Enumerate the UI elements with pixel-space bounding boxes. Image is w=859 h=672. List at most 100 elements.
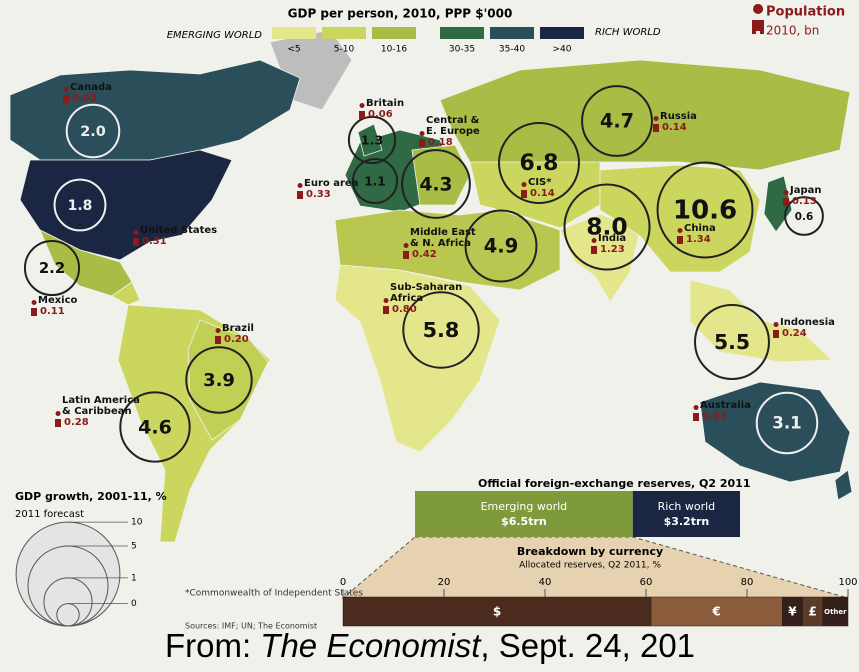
legend-swatch [540, 27, 584, 39]
growth-value: 0.6 [795, 211, 813, 223]
legend-swatch [322, 27, 366, 39]
region-name: Central & [426, 115, 480, 126]
population-subtitle: 2010, bn [766, 24, 819, 38]
population-icon [133, 230, 139, 246]
growth-value: 1.1 [364, 175, 385, 189]
region-name: Canada [70, 82, 112, 93]
footnote: *Commonwealth of Independent States [185, 589, 363, 599]
population-value: 0.80 [392, 304, 417, 315]
breakdown-tick-label: 0 [340, 577, 346, 588]
legend-bin-label: 5-10 [334, 45, 355, 55]
population-icon [419, 131, 425, 147]
region-name: Japan [789, 185, 822, 196]
population-value: 1.34 [686, 234, 711, 245]
legend-rich: RICH WORLD [595, 27, 661, 38]
legend: GDP per person, 2010, PPP $'000 EMERGING… [167, 4, 845, 41]
growth-circle [185, 346, 253, 414]
growth-value: 3.1 [772, 414, 801, 433]
region-name: Mexico [38, 295, 78, 306]
breakdown-tick-label: 100 [838, 577, 857, 588]
region-name: India [598, 233, 626, 244]
growth-circle [402, 291, 480, 369]
breakdown-subtitle: Allocated reserves, Q2 2011, % [519, 561, 661, 571]
growth-circle [581, 85, 653, 157]
legend-swatch [372, 27, 416, 39]
legend-bin-label: >40 [553, 45, 572, 55]
population-value: 0.18 [428, 137, 453, 148]
growth-value: 4.3 [420, 175, 453, 196]
region-name: Africa [390, 293, 423, 304]
population-icon [521, 182, 527, 198]
legend-bin-label: 35-40 [499, 45, 525, 55]
growth-value: 4.6 [138, 417, 172, 439]
region-name: Sub-Saharan [390, 282, 462, 293]
breakdown-label: € [712, 605, 721, 619]
legend-bin-label: <5 [287, 45, 300, 55]
population-icon [359, 103, 365, 119]
reserves-bar [415, 491, 633, 537]
growth-circle [755, 391, 819, 455]
population-value: 0.31 [142, 236, 167, 247]
growth-circle [65, 103, 121, 159]
growth-circle [401, 149, 471, 219]
breakdown-label: $ [493, 605, 501, 619]
legend-swatch [440, 27, 484, 39]
reserves-value: $6.5trn [501, 515, 547, 528]
population-icon [653, 116, 659, 132]
region-name: United States [140, 225, 217, 236]
growth-circle [53, 178, 107, 232]
breakdown-label: £ [808, 605, 816, 619]
growth-circle [119, 391, 191, 463]
growth-circle [23, 239, 81, 297]
growth-value: 3.9 [203, 370, 235, 391]
reserves-category: Rich world [658, 500, 716, 513]
growth-value: 10.6 [673, 196, 737, 226]
breakdown-tick-label: 40 [539, 577, 552, 588]
growth-value: 1.3 [361, 133, 384, 148]
caption-part: From: [165, 627, 260, 664]
region-name: Middle East [410, 227, 476, 238]
population-value: 0.06 [368, 109, 393, 120]
population-icon [215, 328, 221, 344]
legend-swatch [490, 27, 534, 39]
growth-legend-label: 0 [131, 599, 137, 609]
growth-value: 6.8 [520, 151, 559, 176]
growth-circle [351, 157, 399, 205]
region-name: Latin America [62, 395, 140, 406]
region-name: Brazil [222, 323, 254, 334]
growth-value: 4.7 [600, 110, 634, 133]
caption-part: , Sept. 24, 201 [480, 627, 695, 664]
region-name: Russia [660, 111, 697, 122]
region-name: Indonesia [780, 317, 835, 328]
population-icon [403, 243, 409, 259]
region-name: E. Europe [426, 126, 480, 137]
region-name: & Caribbean [62, 406, 132, 417]
population-icon [693, 405, 699, 421]
growth-value: 5.8 [423, 318, 460, 342]
growth-value: 1.8 [68, 198, 93, 214]
breakdown-tick-label: 60 [640, 577, 653, 588]
population-value: 0.28 [64, 417, 89, 428]
population-value: 0.14 [530, 188, 555, 199]
population-value: 0.20 [224, 334, 249, 345]
population-value: 0.14 [662, 122, 687, 133]
growth-legend-label: 10 [131, 518, 143, 528]
population-value: 0.24 [782, 328, 807, 339]
growth-circle [563, 183, 651, 271]
reserves-title: Official foreign-exchange reserves, Q2 2… [478, 477, 750, 490]
population-value: 0.02 [702, 411, 727, 422]
legend-swatch [272, 27, 316, 39]
growth-legend-title: GDP growth, 2001-11, % [15, 490, 167, 503]
population-icon [752, 4, 764, 35]
growth-value: 8.0 [586, 213, 627, 241]
growth-circle [784, 196, 824, 236]
breakdown-segment [342, 596, 652, 627]
legend-bin-label: 10-16 [381, 45, 407, 55]
breakdown-tick-label: 80 [741, 577, 754, 588]
growth-circle [694, 304, 770, 380]
breakdown-segment [822, 596, 849, 627]
growth-circle [656, 161, 754, 259]
legend-emerging: EMERGING WORLD [167, 30, 263, 41]
caption: From: The Economist, Sept. 24, 201 [165, 627, 695, 664]
